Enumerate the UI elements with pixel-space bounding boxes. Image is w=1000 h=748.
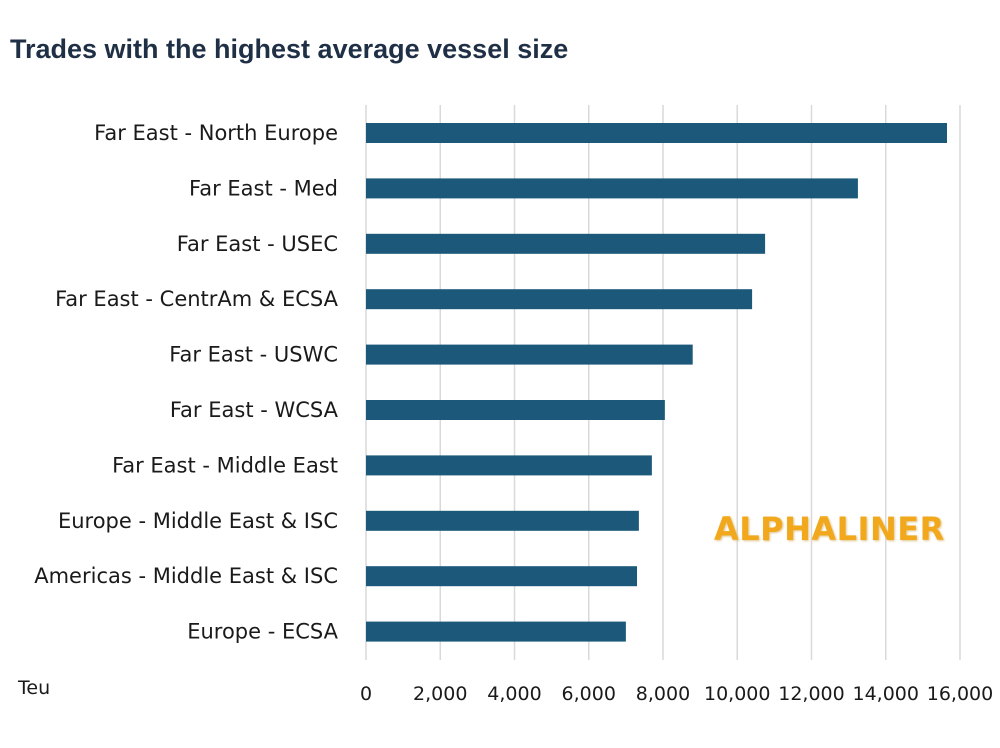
category-label: Far East - Med: [189, 176, 338, 200]
bars: [366, 123, 948, 642]
x-tick-label: 4,000: [487, 683, 541, 705]
x-tick-label: 0: [360, 683, 372, 705]
alphaliner-watermark: ALPHALINER: [714, 510, 945, 548]
x-tick-label: 6,000: [562, 683, 616, 705]
x-axis-unit-label: Teu: [17, 677, 50, 699]
x-tick-label: 16,000: [927, 683, 993, 705]
category-label: Far East - North Europe: [94, 121, 338, 145]
x-tick-label: 8,000: [636, 683, 690, 705]
bar: [366, 455, 652, 476]
bar: [366, 566, 638, 587]
category-label: Far East - CentrAm & ECSA: [55, 287, 339, 311]
bar: [366, 344, 693, 365]
x-tick-label: 14,000: [853, 683, 919, 705]
bar: [366, 400, 665, 420]
bar: [366, 510, 639, 531]
bar: [366, 289, 753, 310]
category-label: Europe - Middle East & ISC: [58, 509, 338, 533]
bar: [366, 621, 626, 642]
bar: [366, 178, 858, 199]
x-axis-tick-labels: 0 2,000 4,000 6,000 8,000 10,000 12,000 14,000 1…: [360, 683, 993, 705]
x-tick-label: 12,000: [778, 683, 844, 705]
x-tick-label: 10,000: [704, 683, 770, 705]
chart-title: Trades with the highest average vessel s…: [10, 34, 569, 64]
category-label: Americas - Middle East & ISC: [34, 564, 338, 588]
category-label: Far East - USWC: [169, 343, 338, 367]
bar: [366, 233, 766, 254]
category-label: Far East - WCSA: [170, 398, 339, 422]
bar: [366, 123, 948, 143]
x-tick-label: 2,000: [413, 683, 467, 705]
category-labels: Far East - North Europe Far East - Med Far…: [34, 121, 338, 644]
category-label: Far East - USEC: [177, 232, 338, 256]
category-label: Europe - ECSA: [187, 620, 338, 644]
category-label: Far East - Middle East: [112, 453, 338, 477]
